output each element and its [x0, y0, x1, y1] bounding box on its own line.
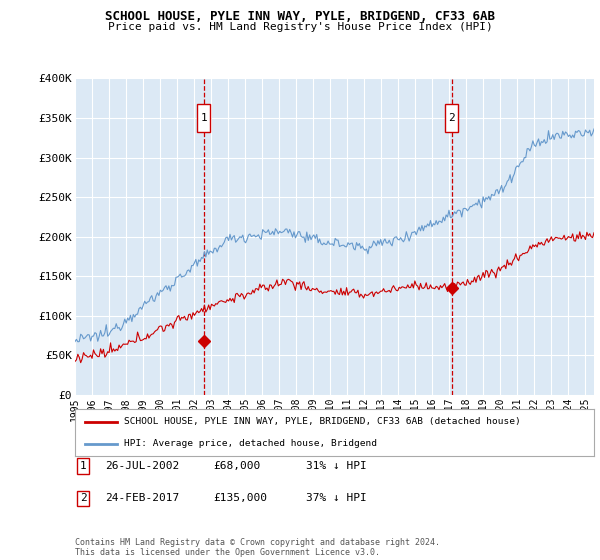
Text: Price paid vs. HM Land Registry's House Price Index (HPI): Price paid vs. HM Land Registry's House …	[107, 22, 493, 32]
Text: 37% ↓ HPI: 37% ↓ HPI	[306, 493, 367, 503]
Text: 2: 2	[449, 113, 455, 123]
Text: 1: 1	[200, 113, 207, 123]
Text: 26-JUL-2002: 26-JUL-2002	[105, 461, 179, 471]
Text: £135,000: £135,000	[213, 493, 267, 503]
Text: £68,000: £68,000	[213, 461, 260, 471]
Text: 1: 1	[80, 461, 86, 471]
FancyBboxPatch shape	[197, 104, 210, 132]
Text: 31% ↓ HPI: 31% ↓ HPI	[306, 461, 367, 471]
Text: 24-FEB-2017: 24-FEB-2017	[105, 493, 179, 503]
Text: SCHOOL HOUSE, PYLE INN WAY, PYLE, BRIDGEND, CF33 6AB (detached house): SCHOOL HOUSE, PYLE INN WAY, PYLE, BRIDGE…	[124, 417, 521, 426]
FancyBboxPatch shape	[445, 104, 458, 132]
Text: HPI: Average price, detached house, Bridgend: HPI: Average price, detached house, Brid…	[124, 439, 377, 448]
Text: SCHOOL HOUSE, PYLE INN WAY, PYLE, BRIDGEND, CF33 6AB: SCHOOL HOUSE, PYLE INN WAY, PYLE, BRIDGE…	[105, 10, 495, 23]
Text: 2: 2	[80, 493, 86, 503]
Text: Contains HM Land Registry data © Crown copyright and database right 2024.
This d: Contains HM Land Registry data © Crown c…	[75, 538, 440, 557]
